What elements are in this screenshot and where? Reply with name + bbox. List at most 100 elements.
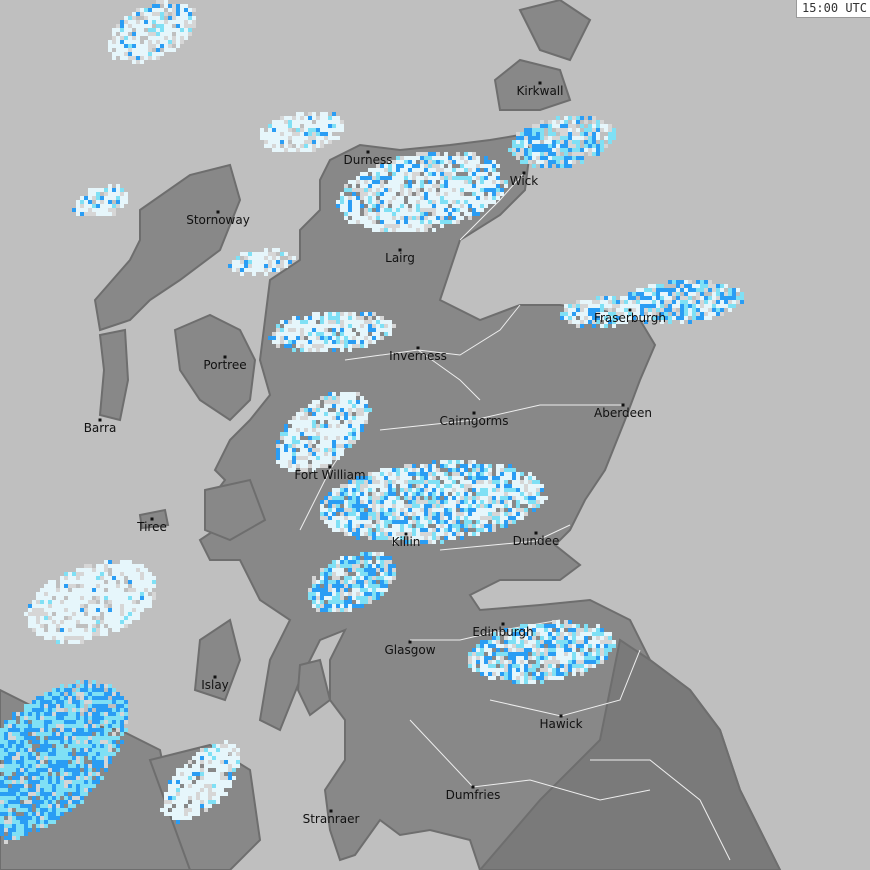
rain-cell (496, 192, 500, 196)
rain-cell (304, 144, 308, 148)
rain-cell (404, 228, 408, 232)
rain-cell (712, 284, 716, 288)
rain-cell (156, 12, 160, 16)
rain-cell (696, 292, 700, 296)
rain-cell (176, 32, 180, 36)
rain-cell (560, 312, 564, 316)
rain-cell (428, 164, 432, 168)
rain-cell (472, 168, 476, 172)
rain-cell (468, 496, 472, 500)
rain-cell (592, 144, 596, 148)
rain-cell (608, 136, 612, 140)
rain-cell (156, 28, 160, 32)
rain-cell (644, 296, 648, 300)
rain-cell (136, 36, 140, 40)
rain-cell (664, 296, 668, 300)
rain-cell (152, 32, 156, 36)
rain-cell (688, 284, 692, 288)
rain-cell (572, 120, 576, 124)
rain-cell (136, 56, 140, 60)
rain-cell (384, 216, 388, 220)
rain-cell (380, 184, 384, 188)
rain-cell (580, 300, 584, 304)
rain-cell (348, 180, 352, 184)
rain-cell (372, 188, 376, 192)
rain-cell (372, 200, 376, 204)
rain-cell (516, 148, 520, 152)
rain-cell (320, 112, 324, 116)
rain-cell (460, 200, 464, 204)
rain-cell (592, 116, 596, 120)
rain-cell (684, 288, 688, 292)
rain-cell (516, 152, 520, 156)
rain-cell (460, 176, 464, 180)
rain-cell (488, 164, 492, 168)
rain-cell (152, 40, 156, 44)
rain-cell (172, 16, 176, 20)
rain-cell (428, 208, 432, 212)
rain-cell (580, 316, 584, 320)
rain-cell (284, 120, 288, 124)
rain-cell (728, 304, 732, 308)
rain-cell (448, 504, 452, 508)
rain-cell (420, 216, 424, 220)
rain-cell (396, 220, 400, 224)
rain-cell (284, 116, 288, 120)
rain-cell (396, 200, 400, 204)
rain-cell (304, 120, 308, 124)
rain-cell (604, 144, 608, 148)
rain-cell (488, 180, 492, 184)
rain-cell (492, 476, 496, 480)
rain-cell (700, 300, 704, 304)
rain-cell (548, 140, 552, 144)
rain-cell (700, 288, 704, 292)
rain-cell (416, 176, 420, 180)
rain-cell (716, 288, 720, 292)
rain-cell (644, 304, 648, 308)
rain-cell (584, 140, 588, 144)
rain-cell (400, 208, 404, 212)
rain-cell (732, 296, 736, 300)
rain-cell (324, 112, 328, 116)
rain-cell (492, 196, 496, 200)
rain-cell (412, 160, 416, 164)
rain-cell (448, 192, 452, 196)
rain-cell (588, 124, 592, 128)
rain-cell (580, 156, 584, 160)
rain-cell (192, 8, 196, 12)
rain-cell (740, 292, 744, 296)
rain-cell (364, 220, 368, 224)
rain-cell (716, 292, 720, 296)
rain-cell (360, 196, 364, 200)
rain-cell (560, 164, 564, 168)
rain-cell (128, 52, 132, 56)
rain-cell (376, 532, 380, 536)
rain-cell (476, 200, 480, 204)
rain-cell (492, 160, 496, 164)
rain-cell (536, 504, 540, 508)
rain-cell (540, 144, 544, 148)
rain-cell (672, 304, 676, 308)
rain-cell (380, 212, 384, 216)
rain-cell (732, 300, 736, 304)
rain-cell (432, 200, 436, 204)
rain-cell (360, 188, 364, 192)
rain-cell (464, 188, 468, 192)
rain-cell (416, 196, 420, 200)
rain-cell (420, 516, 424, 520)
rain-cell (584, 312, 588, 316)
rain-cell (388, 176, 392, 180)
rain-cell (488, 512, 492, 516)
rain-cell (564, 316, 568, 320)
rain-cell (340, 516, 344, 520)
rain-cell (376, 508, 380, 512)
rain-cell (592, 136, 596, 140)
rain-cell (436, 156, 440, 160)
rain-cell (148, 16, 152, 20)
rain-cell (268, 132, 272, 136)
rain-cell (392, 196, 396, 200)
rain-cell (332, 136, 336, 140)
rain-cell (680, 300, 684, 304)
rain-cell (444, 208, 448, 212)
